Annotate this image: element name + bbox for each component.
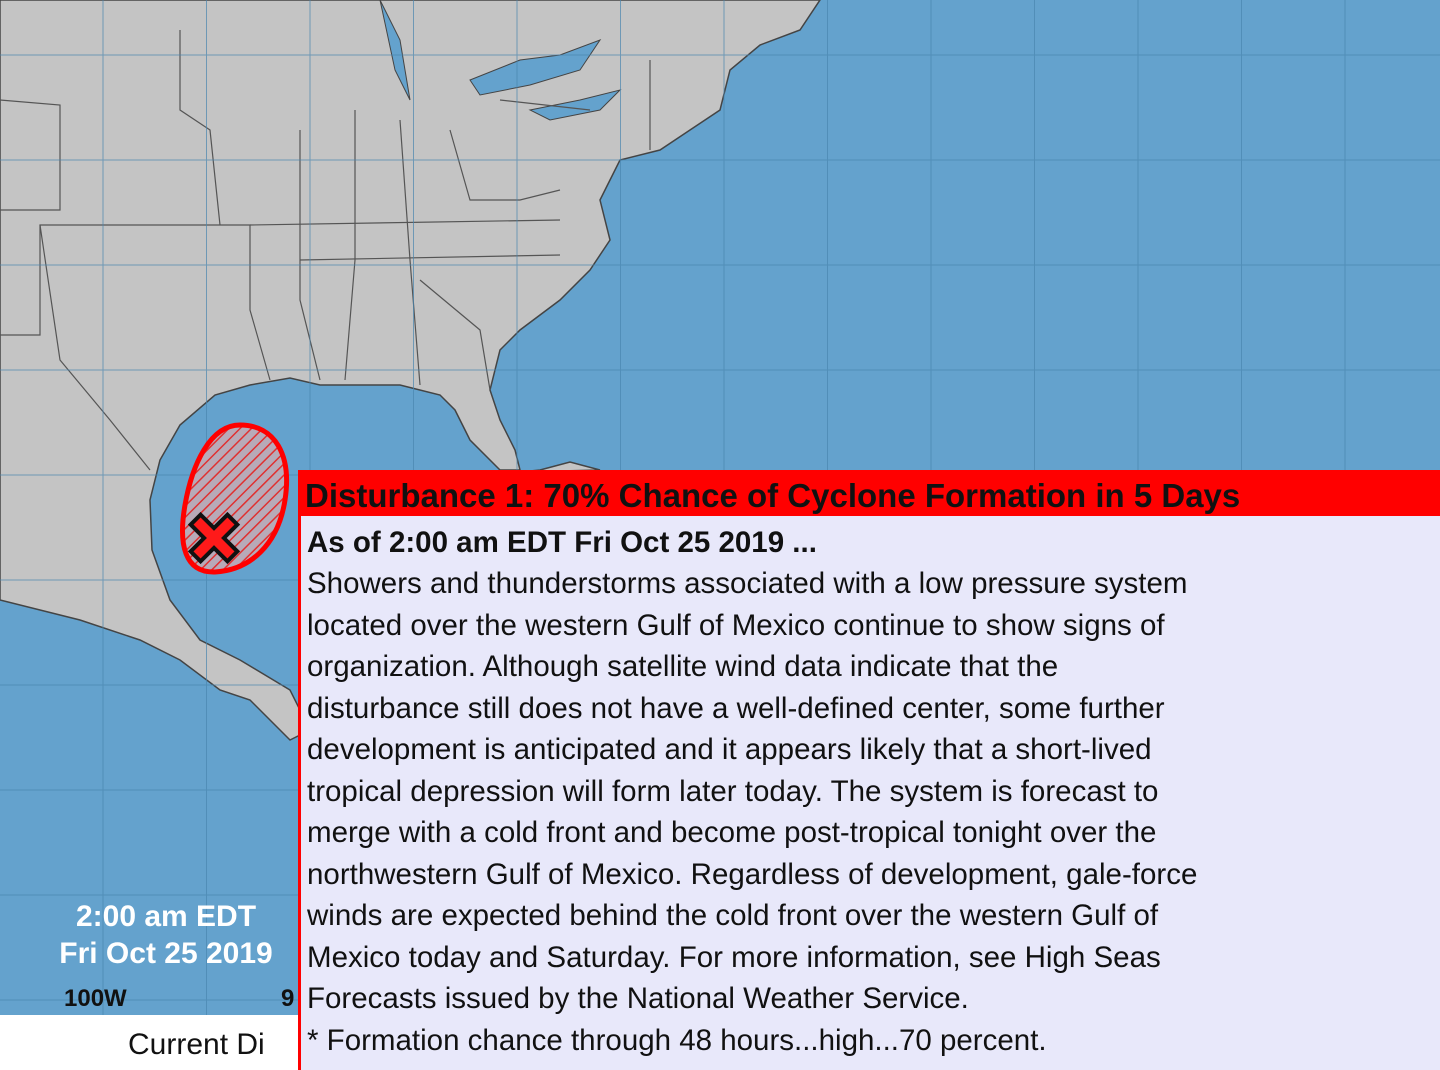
- popup-body: As of 2:00 am EDT Fri Oct 25 2019 ... Sh…: [301, 516, 1440, 1061]
- x-mark-icon[interactable]: [177, 501, 251, 575]
- popup-text-line: winds are expected behind the cold front…: [307, 899, 1159, 932]
- popup-text-line: located over the western Gulf of Mexico …: [307, 608, 1165, 642]
- map-date-label: Fri Oct 25 2019: [59, 937, 273, 970]
- popup-text-line: Mexico today and Saturday. For more info…: [307, 940, 1161, 974]
- popup-text-line: * Formation chance through 48 hours...hi…: [307, 1023, 1047, 1057]
- disturbance-popup: Disturbance 1: 70% Chance of Cyclone For…: [298, 470, 1440, 1070]
- longitude-label: 9: [281, 985, 295, 1012]
- popup-text-line: organization. Although satellite wind da…: [307, 650, 1059, 683]
- popup-text-line: Showers and thunderstorms associated wit…: [307, 567, 1188, 600]
- popup-as-of: As of 2:00 am EDT Fri Oct 25 2019 ...: [307, 526, 817, 559]
- popup-text-line: development is anticipated and it appear…: [307, 733, 1152, 766]
- map-caption: Current Di: [128, 1028, 265, 1061]
- map-time-label: 2:00 am EDT: [75, 900, 257, 933]
- popup-text-line: tropical depression will form later toda…: [307, 774, 1159, 808]
- popup-text-line: northwestern Gulf of Mexico. Regardless …: [307, 857, 1198, 891]
- popup-text-line: disturbance still does not have a well-d…: [307, 691, 1165, 725]
- popup-text-line: Forecasts issued by the National Weather…: [307, 982, 969, 1015]
- popup-text-line: merge with a cold front and become post-…: [307, 816, 1157, 849]
- longitude-label: 100W: [64, 985, 127, 1012]
- popup-title: Disturbance 1: 70% Chance of Cyclone For…: [301, 473, 1440, 516]
